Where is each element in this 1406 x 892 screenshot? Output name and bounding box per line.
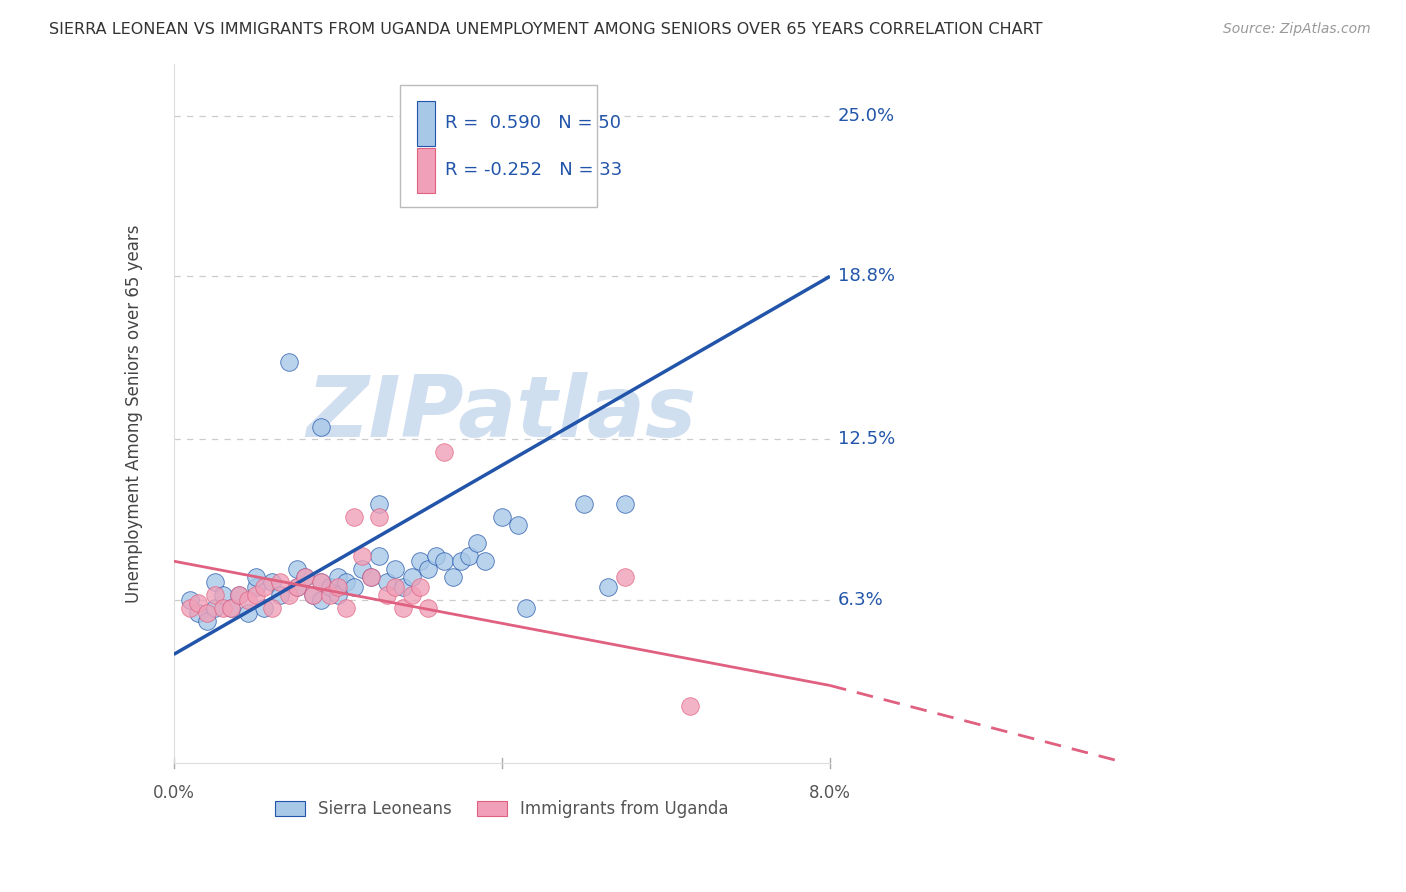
Point bbox=[262, 600, 284, 615]
Point bbox=[179, 600, 201, 615]
Point bbox=[204, 600, 226, 615]
Point bbox=[433, 554, 456, 568]
FancyBboxPatch shape bbox=[401, 85, 598, 207]
Point bbox=[401, 588, 423, 602]
Point bbox=[253, 600, 276, 615]
Point bbox=[352, 549, 374, 563]
Point bbox=[343, 510, 366, 524]
Point bbox=[302, 588, 325, 602]
Point bbox=[416, 562, 439, 576]
Text: 25.0%: 25.0% bbox=[838, 107, 894, 125]
Point bbox=[187, 606, 209, 620]
Point bbox=[392, 600, 415, 615]
Point bbox=[335, 574, 357, 589]
Point bbox=[326, 580, 349, 594]
Point bbox=[262, 574, 284, 589]
Text: SIERRA LEONEAN VS IMMIGRANTS FROM UGANDA UNEMPLOYMENT AMONG SENIORS OVER 65 YEAR: SIERRA LEONEAN VS IMMIGRANTS FROM UGANDA… bbox=[49, 22, 1043, 37]
Point bbox=[204, 588, 226, 602]
Point bbox=[441, 570, 464, 584]
Point bbox=[318, 580, 340, 594]
Point bbox=[285, 580, 308, 594]
Point bbox=[236, 606, 259, 620]
FancyBboxPatch shape bbox=[416, 101, 434, 146]
Point bbox=[392, 580, 415, 594]
Point bbox=[285, 562, 308, 576]
Text: 6.3%: 6.3% bbox=[838, 591, 883, 609]
Point bbox=[219, 600, 242, 615]
Point bbox=[465, 536, 488, 550]
Point bbox=[433, 445, 456, 459]
Point bbox=[269, 574, 291, 589]
Point bbox=[326, 570, 349, 584]
Point bbox=[245, 588, 267, 602]
Point bbox=[367, 549, 389, 563]
Point bbox=[253, 580, 276, 594]
Point bbox=[458, 549, 481, 563]
Point bbox=[360, 570, 382, 584]
Point bbox=[187, 596, 209, 610]
Text: 8.0%: 8.0% bbox=[808, 784, 851, 802]
Text: Unemployment Among Seniors over 65 years: Unemployment Among Seniors over 65 years bbox=[125, 225, 143, 603]
Point bbox=[277, 588, 299, 602]
Point bbox=[245, 580, 267, 594]
Point bbox=[572, 497, 595, 511]
Point bbox=[598, 580, 620, 594]
Text: Source: ZipAtlas.com: Source: ZipAtlas.com bbox=[1223, 22, 1371, 37]
Text: ZIPatlas: ZIPatlas bbox=[307, 372, 697, 455]
Point bbox=[277, 355, 299, 369]
Point bbox=[302, 588, 325, 602]
FancyBboxPatch shape bbox=[416, 147, 434, 193]
Point bbox=[294, 570, 316, 584]
Point bbox=[384, 562, 406, 576]
Point bbox=[204, 574, 226, 589]
Point bbox=[311, 574, 333, 589]
Point bbox=[375, 588, 398, 602]
Point bbox=[474, 554, 496, 568]
Point bbox=[179, 593, 201, 607]
Point bbox=[613, 497, 636, 511]
Point bbox=[375, 574, 398, 589]
Point bbox=[311, 593, 333, 607]
Text: R =  0.590   N = 50: R = 0.590 N = 50 bbox=[444, 114, 620, 133]
Point bbox=[245, 570, 267, 584]
Point bbox=[236, 593, 259, 607]
Point bbox=[343, 580, 366, 594]
Text: R = -0.252   N = 33: R = -0.252 N = 33 bbox=[444, 161, 621, 179]
Point bbox=[212, 600, 235, 615]
Point bbox=[195, 606, 218, 620]
Point bbox=[228, 588, 250, 602]
Point bbox=[360, 570, 382, 584]
Point bbox=[326, 588, 349, 602]
Point bbox=[212, 588, 235, 602]
Point bbox=[416, 600, 439, 615]
Point bbox=[515, 600, 537, 615]
Point bbox=[269, 588, 291, 602]
Point bbox=[491, 510, 513, 524]
Point bbox=[195, 614, 218, 628]
Text: 12.5%: 12.5% bbox=[838, 431, 896, 449]
Point bbox=[311, 419, 333, 434]
Point bbox=[311, 574, 333, 589]
Point bbox=[409, 580, 432, 594]
Point bbox=[401, 570, 423, 584]
Point bbox=[285, 580, 308, 594]
Text: 18.8%: 18.8% bbox=[838, 268, 894, 285]
Point bbox=[219, 600, 242, 615]
Point bbox=[425, 549, 447, 563]
Point bbox=[409, 554, 432, 568]
Point bbox=[679, 699, 702, 714]
Point bbox=[508, 517, 530, 532]
Point bbox=[384, 580, 406, 594]
Point bbox=[228, 588, 250, 602]
Point bbox=[318, 588, 340, 602]
Point bbox=[352, 562, 374, 576]
Point bbox=[450, 554, 472, 568]
Point bbox=[367, 510, 389, 524]
Point bbox=[335, 600, 357, 615]
Text: 0.0%: 0.0% bbox=[153, 784, 194, 802]
Point bbox=[613, 570, 636, 584]
Point bbox=[294, 570, 316, 584]
Point bbox=[367, 497, 389, 511]
Legend: Sierra Leoneans, Immigrants from Uganda: Sierra Leoneans, Immigrants from Uganda bbox=[269, 793, 735, 825]
